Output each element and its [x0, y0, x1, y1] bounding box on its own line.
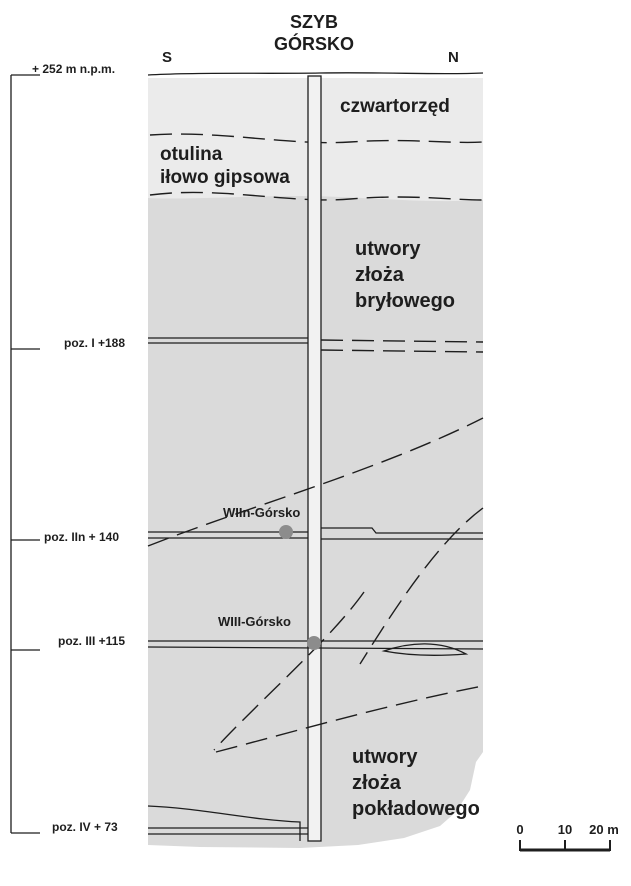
measurement-point-WIII	[307, 636, 321, 650]
scale-bar-label-20: 20 m	[589, 822, 619, 837]
scale-bar: 0 10 20 m	[516, 822, 619, 852]
zone-label-otulina-2: iłowo gipsowa	[160, 167, 290, 188]
shaft-column	[307, 75, 322, 842]
zone-label-brylowe-2: złoża	[355, 264, 405, 286]
level-label-IV: poz. IV + 73	[52, 820, 118, 834]
fault-dashed-2	[359, 507, 484, 665]
side-label-south: S	[162, 49, 172, 66]
level-label-I: poz. I +188	[64, 336, 125, 350]
fault-dashed-1	[147, 417, 484, 547]
zone-label-brylowe-1: utwory	[355, 238, 421, 260]
level-IIn-gallery-north-upper	[321, 527, 483, 534]
level-III-lens	[381, 643, 469, 656]
zone-label-otulina-1: otulina	[160, 144, 223, 165]
fault-dashed-4	[215, 685, 484, 753]
zone-label-pokladowe-2: złoża	[352, 772, 402, 794]
level-I-gallery-north-lower	[320, 349, 484, 353]
level-label-IIn: poz. IIn + 140	[44, 530, 119, 544]
zone-label-czwartorzed: czwartorzęd	[340, 96, 450, 117]
shaft-title-line1: SZYB	[290, 12, 338, 32]
level-I-gallery-north-upper	[320, 339, 484, 343]
stepped-gallery-outline	[147, 805, 301, 841]
fault-dashed-3	[213, 591, 365, 751]
point-label-WIII: WIII-Górsko	[218, 614, 291, 629]
zone-label-brylowe-3: bryłowego	[355, 290, 455, 312]
zone-label-pokladowe-3: pokładowego	[352, 798, 480, 820]
scale-bar-label-10: 10	[558, 822, 572, 837]
zone-label-pokladowe-1: utwory	[352, 746, 418, 768]
scale-bar-label-0: 0	[516, 822, 523, 837]
point-label-WIIn: WIIn-Górsko	[223, 505, 300, 520]
ground-surface-line	[147, 72, 484, 76]
level-label-surface: + 252 m n.p.m.	[32, 62, 115, 76]
boundary-czwartorzed-dashed	[149, 133, 484, 144]
level-label-III: poz. III +115	[58, 634, 125, 648]
side-label-north: N	[448, 49, 459, 66]
measurement-point-WIIn	[279, 525, 293, 539]
shaft-title-line2: GÓRSKO	[274, 33, 354, 54]
boundary-otulina-dashed	[149, 191, 484, 201]
